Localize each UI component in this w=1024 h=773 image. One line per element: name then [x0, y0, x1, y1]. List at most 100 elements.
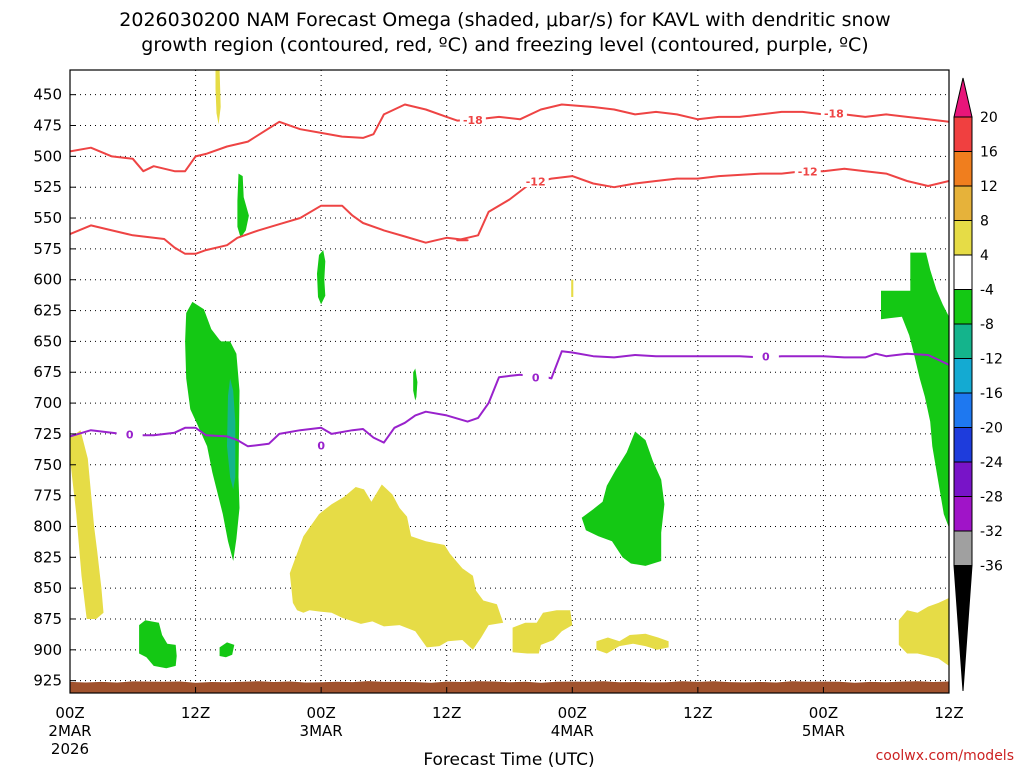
omega-region	[237, 173, 249, 238]
colorbar-label: -12	[980, 352, 1003, 368]
y-tick-label: 500	[33, 147, 62, 165]
colorbar-label: -8	[980, 317, 994, 333]
colorbar-label: 4	[980, 248, 989, 264]
x-tick-label: 12Z	[683, 704, 712, 722]
colorbar-box	[953, 496, 973, 532]
x-tick-label: 00Z	[809, 704, 838, 722]
colorbar-box	[953, 392, 973, 428]
terrain-layer	[70, 681, 949, 693]
x-tick-year: 2026	[51, 740, 89, 758]
y-tick-label: 550	[33, 209, 62, 227]
x-tick-label: 00Z	[558, 704, 587, 722]
y-tick-label: 525	[33, 178, 62, 196]
colorbar-box	[953, 289, 973, 325]
omega-region	[581, 431, 665, 566]
contour-label: 0	[126, 428, 134, 441]
colorbar-label: -24	[980, 455, 1003, 471]
colorbar-label: 8	[980, 214, 989, 230]
contour-label-bg	[522, 370, 549, 384]
omega-region	[289, 484, 504, 650]
colorbar-box	[953, 461, 973, 497]
y-tick-label: 875	[33, 610, 62, 628]
y-tick-label: 650	[33, 332, 62, 350]
x-tick-label: 12Z	[181, 704, 210, 722]
omega-region	[596, 633, 669, 654]
omega-region	[70, 430, 104, 619]
contour-label: -12	[526, 176, 546, 189]
y-tick-label: 725	[33, 425, 62, 443]
omega-region	[227, 378, 236, 490]
contour-label-bg	[308, 438, 335, 452]
colorbar-box	[953, 151, 973, 187]
contour-line	[70, 350, 949, 448]
x-axis-title: Forecast Time (UTC)	[423, 750, 594, 768]
shaded-omega-regions	[70, 70, 949, 669]
omega-region	[185, 301, 240, 561]
x-tick-label: 12Z	[934, 704, 963, 722]
y-axis: 450 475 500 525 550 575 600 625 650 675 700 725 750 7…	[33, 86, 76, 690]
credit-text: coolwx.com/models	[876, 748, 1014, 764]
omega-region	[898, 598, 949, 666]
y-tick-label: 750	[33, 456, 62, 474]
colorbar-box	[953, 323, 973, 359]
omega-region	[215, 70, 221, 125]
omega-region	[219, 642, 235, 658]
colorbar-label: 20	[980, 110, 998, 126]
omega-region	[571, 279, 574, 297]
colorbar-label: 12	[980, 179, 998, 195]
contour-label-bg	[522, 174, 549, 188]
x-tick-label: 12Z	[432, 704, 461, 722]
contour-label: -18	[824, 108, 844, 121]
colorbar-label: -32	[980, 524, 1003, 540]
terrain-band	[70, 681, 949, 693]
colorbar-label: -20	[980, 421, 1003, 437]
y-tick-label: 800	[33, 517, 62, 535]
colorbar-label: -16	[980, 386, 1003, 402]
y-tick-label: 450	[33, 86, 62, 104]
y-tick-label: 900	[33, 641, 62, 659]
colorbar-label: -4	[980, 283, 994, 299]
y-tick-label: 675	[33, 363, 62, 381]
x-tick-date: 2MAR	[48, 722, 91, 740]
colorbar-box	[953, 358, 973, 394]
omega-region	[139, 620, 177, 669]
plot-area: -18 -18 -12 -12 0 0 0 0	[69, 69, 950, 694]
colorbar-label: -28	[980, 490, 1003, 506]
colorbar: 20 16 12 8 4 -4 -8 -12 -16 -20 -24 -28 -32 -36	[953, 77, 1003, 692]
colorbar-box	[953, 185, 973, 221]
contour-line	[70, 167, 949, 255]
y-tick-label: 575	[33, 240, 62, 258]
colorbar-box	[953, 116, 973, 152]
omega-region	[413, 368, 418, 401]
y-tick-label: 475	[33, 117, 62, 135]
omega-region	[317, 250, 326, 305]
omega-region	[881, 252, 949, 528]
contour-label-bg	[459, 112, 486, 126]
y-tick-label: 825	[33, 548, 62, 566]
y-tick-label: 625	[33, 302, 62, 320]
colorbar-box	[953, 220, 973, 256]
x-tick-label: 00Z	[55, 704, 84, 722]
contour-label-bg	[752, 349, 779, 363]
colorbar-label: 16	[980, 145, 998, 161]
contour-label: -12	[798, 166, 818, 179]
contour-label: 0	[317, 440, 325, 453]
y-tick-label: 700	[33, 394, 62, 412]
omega-region	[512, 610, 573, 654]
chart-title-line2: growth region (contoured, red, ºC) and f…	[141, 34, 868, 56]
colorbar-box	[953, 254, 973, 290]
contour-label-bg	[794, 164, 821, 178]
contour-label-bg	[116, 426, 143, 440]
colorbar-label: -36	[980, 559, 1003, 575]
colorbar-top-arrow	[953, 77, 973, 118]
x-tick-date: 5MAR	[802, 722, 845, 740]
x-tick-label: 00Z	[306, 704, 335, 722]
y-tick-label: 850	[33, 579, 62, 597]
plot-frame	[69, 69, 950, 694]
y-tick-label: 600	[33, 271, 62, 289]
contour-labels: -18 -18 -12 -12 0 0 0 0	[116, 106, 847, 453]
y-tick-label: 925	[33, 672, 62, 690]
